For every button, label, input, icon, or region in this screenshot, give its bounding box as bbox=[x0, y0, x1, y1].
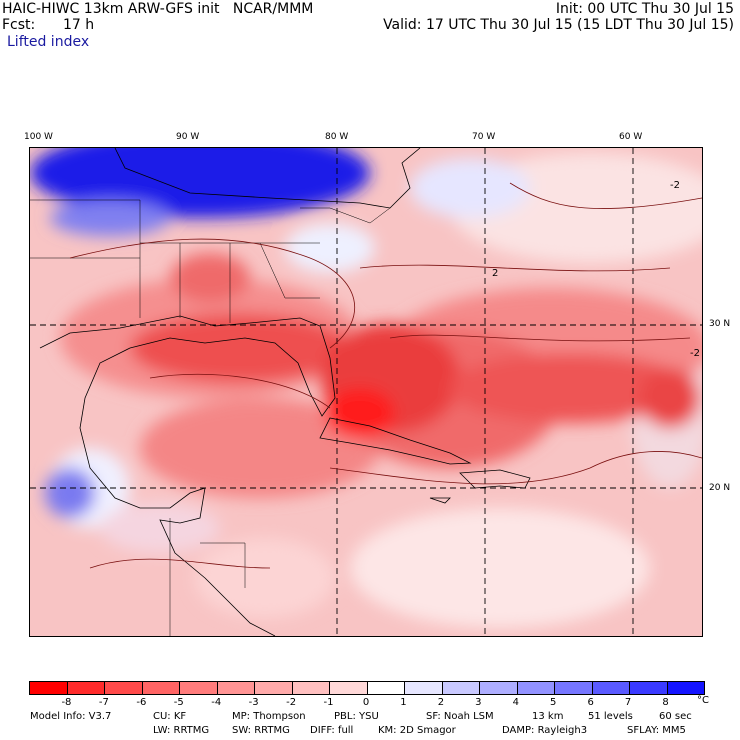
diff-scheme: DIFF: full bbox=[310, 725, 354, 736]
colorbar-tick-label: -8 bbox=[61, 697, 72, 708]
colorbar-tick-label: 6 bbox=[587, 697, 594, 708]
lon-label-90w: 90 W bbox=[176, 132, 200, 142]
graticule bbox=[30, 148, 702, 636]
model-title: HAIC-HIWC 13km ARW-GFS init NCAR/MMM bbox=[2, 1, 314, 17]
colorbar-tick-label: -4 bbox=[211, 697, 222, 708]
km-scheme: KM: 2D Smagor bbox=[378, 725, 456, 736]
lon-label-80w: 80 W bbox=[325, 132, 349, 142]
colorbar-cell bbox=[30, 682, 68, 694]
contour-labels: -2 2 -2 bbox=[492, 180, 700, 359]
field-name: Lifted index bbox=[7, 34, 90, 50]
li-shading bbox=[30, 148, 702, 628]
colorbar-cell bbox=[592, 682, 630, 694]
colorbar-tick-label: 7 bbox=[624, 697, 632, 708]
colorbar-tick-label: 5 bbox=[550, 697, 557, 708]
colorbar-tick-label: -2 bbox=[286, 697, 297, 708]
colorbar-cell bbox=[630, 682, 668, 694]
contour-label-2-mid: 2 bbox=[492, 268, 498, 279]
colorbar-cell bbox=[217, 682, 255, 694]
colorbar-cell bbox=[442, 682, 480, 694]
sf-scheme: SF: Noah LSM bbox=[426, 711, 494, 722]
vertical-levels: 51 levels bbox=[588, 711, 633, 722]
colorbar-cell bbox=[180, 682, 218, 694]
borders bbox=[30, 199, 391, 636]
lon-label-100w: 100 W bbox=[24, 132, 53, 142]
sw-scheme: SW: RRTMG bbox=[232, 725, 290, 736]
contour-label-minus2-ne: -2 bbox=[670, 180, 680, 191]
colorbar bbox=[29, 681, 705, 695]
colorbar-tick-label: -3 bbox=[248, 697, 259, 708]
colorbar-cell bbox=[480, 682, 518, 694]
colorbar-tick-label: 2 bbox=[437, 697, 445, 708]
colorbar-cell bbox=[255, 682, 293, 694]
sflay-scheme: SFLAY: MM5 bbox=[627, 725, 686, 736]
colorbar-unit: °C bbox=[697, 695, 709, 706]
cu-scheme: CU: KF bbox=[153, 711, 187, 722]
colorbar-tick-label: -1 bbox=[323, 697, 334, 708]
colorbar-cell bbox=[67, 682, 105, 694]
colorbar-tick-label: 1 bbox=[400, 697, 407, 708]
mp-scheme: MP: Thompson bbox=[232, 711, 306, 722]
init-time: Init: 00 UTC Thu 30 Jul 15 bbox=[555, 1, 734, 17]
colorbar-cell bbox=[105, 682, 143, 694]
colorbar-tick-label: 0 bbox=[362, 697, 370, 708]
lifted-index-map[interactable]: -2 2 -2 bbox=[29, 147, 703, 637]
colorbar-tick-label: 4 bbox=[512, 697, 519, 708]
lon-label-60w: 60 W bbox=[619, 132, 643, 142]
coastlines bbox=[39, 148, 531, 636]
colorbar-cell bbox=[330, 682, 368, 694]
lat-label-20n: 20 N bbox=[709, 483, 731, 493]
resolution: 13 km bbox=[532, 711, 564, 722]
map-canvas: -2 2 -2 bbox=[30, 148, 702, 636]
colorbar-tick-label: -6 bbox=[136, 697, 147, 708]
colorbar-cell bbox=[667, 682, 704, 694]
colorbar-cell bbox=[292, 682, 330, 694]
lw-scheme: LW: RRTMG bbox=[153, 725, 210, 736]
colorbar-tick-label: 3 bbox=[475, 697, 482, 708]
colorbar-cell bbox=[405, 682, 443, 694]
contours bbox=[69, 182, 702, 569]
lon-label-70w: 70 W bbox=[472, 132, 496, 142]
pbl-scheme: PBL: YSU bbox=[334, 711, 379, 722]
colorbar-cell bbox=[517, 682, 555, 694]
damp-scheme: DAMP: Rayleigh3 bbox=[502, 725, 588, 736]
valid-time: Valid: 17 UTC Thu 30 Jul 15 (15 LDT Thu … bbox=[383, 17, 734, 33]
forecast-hour: 17 h bbox=[63, 17, 95, 33]
model-info: Model Info: V3.7 bbox=[30, 711, 112, 722]
forecast-label: Fcst: bbox=[2, 17, 36, 33]
colorbar-tick-label: -5 bbox=[173, 697, 184, 708]
colorbar-tick-label: 8 bbox=[662, 697, 669, 708]
time-step: 60 sec bbox=[659, 711, 692, 722]
colorbar-tick-label: -7 bbox=[98, 697, 109, 708]
colorbar-cell bbox=[555, 682, 593, 694]
contour-label-minus2-e: -2 bbox=[690, 348, 700, 359]
lat-label-30n: 30 N bbox=[709, 319, 731, 329]
colorbar-cell bbox=[142, 682, 180, 694]
colorbar-cell bbox=[367, 682, 405, 694]
